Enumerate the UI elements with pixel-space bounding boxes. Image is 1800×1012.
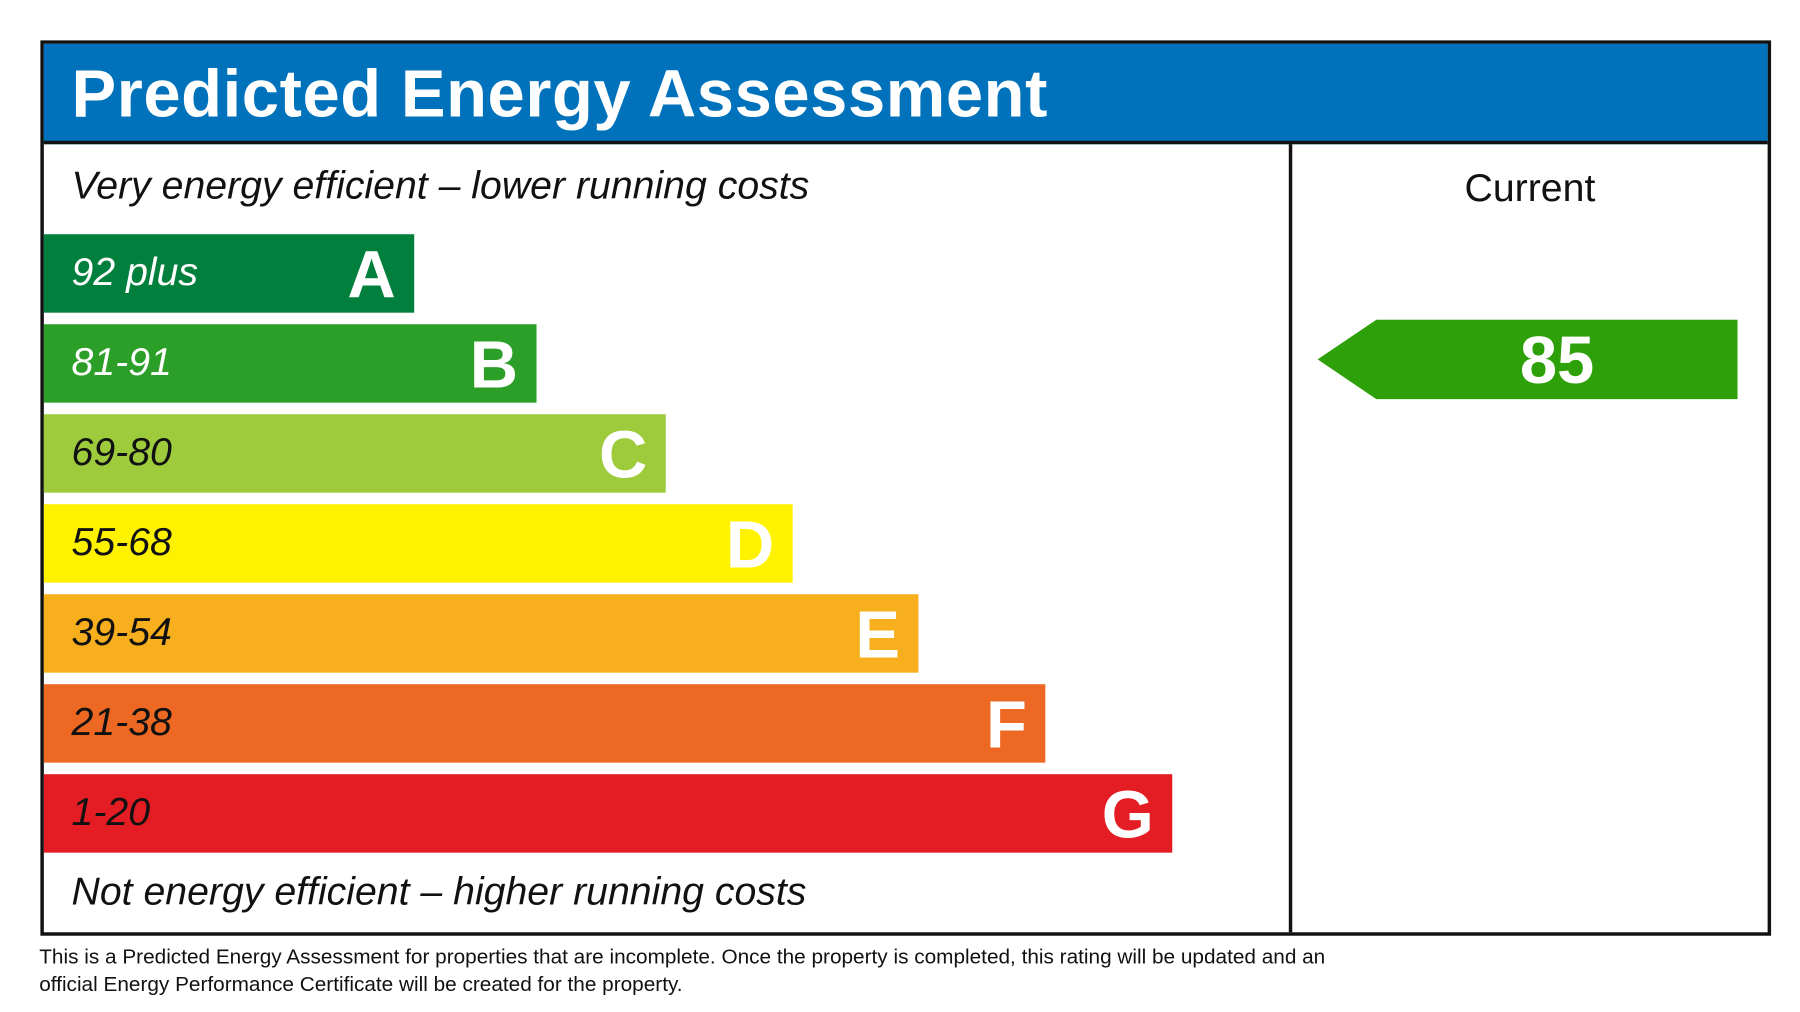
- current-rating-arrow: 85: [1317, 319, 1738, 400]
- band-g: 1-20 G: [43, 774, 1173, 853]
- band-range: 92 plus: [71, 250, 199, 295]
- footer-note: This is a Predicted Energy Assessment fo…: [39, 943, 1493, 998]
- band-letter: A: [347, 237, 396, 313]
- band-letter: D: [725, 507, 775, 583]
- footer-note-line2: official Energy Performance Certificate …: [39, 972, 683, 996]
- band-d: 55-68 D: [43, 504, 793, 583]
- band-a: 92 plus A: [43, 234, 415, 313]
- band-range: 69-80: [71, 430, 172, 475]
- arrow-shape: [1317, 319, 1738, 400]
- rating-frame: Predicted Energy Assessment Very energy …: [40, 40, 1772, 936]
- band-f: 21-38 F: [43, 684, 1046, 763]
- band-e: 39-54 E: [43, 594, 919, 673]
- band-range: 1-20: [71, 790, 151, 835]
- band-letter: F: [985, 687, 1027, 763]
- band-range: 81-91: [71, 340, 172, 385]
- current-label: Current: [1464, 166, 1596, 210]
- band-range: 39-54: [71, 610, 172, 655]
- band-letter: G: [1101, 777, 1154, 853]
- band-range: 21-38: [71, 700, 172, 745]
- band-letter: C: [598, 417, 648, 493]
- band-letter: B: [469, 327, 519, 403]
- footer-note-line1: This is a Predicted Energy Assessment fo…: [39, 944, 1326, 969]
- band-range: 55-68: [71, 520, 172, 565]
- band-c: 69-80 C: [43, 414, 666, 493]
- page-title: Predicted Energy Assessment: [71, 56, 1048, 132]
- top-caption: Very energy efficient – lower running co…: [71, 163, 810, 208]
- column-divider: [1288, 144, 1293, 933]
- band-letter: E: [855, 597, 900, 673]
- header-bar: Predicted Energy Assessment: [43, 43, 1768, 145]
- bottom-caption: Not energy efficient – higher running co…: [71, 869, 807, 914]
- current-rating-value: 85: [1519, 323, 1595, 399]
- band-b: 81-91 B: [43, 324, 537, 403]
